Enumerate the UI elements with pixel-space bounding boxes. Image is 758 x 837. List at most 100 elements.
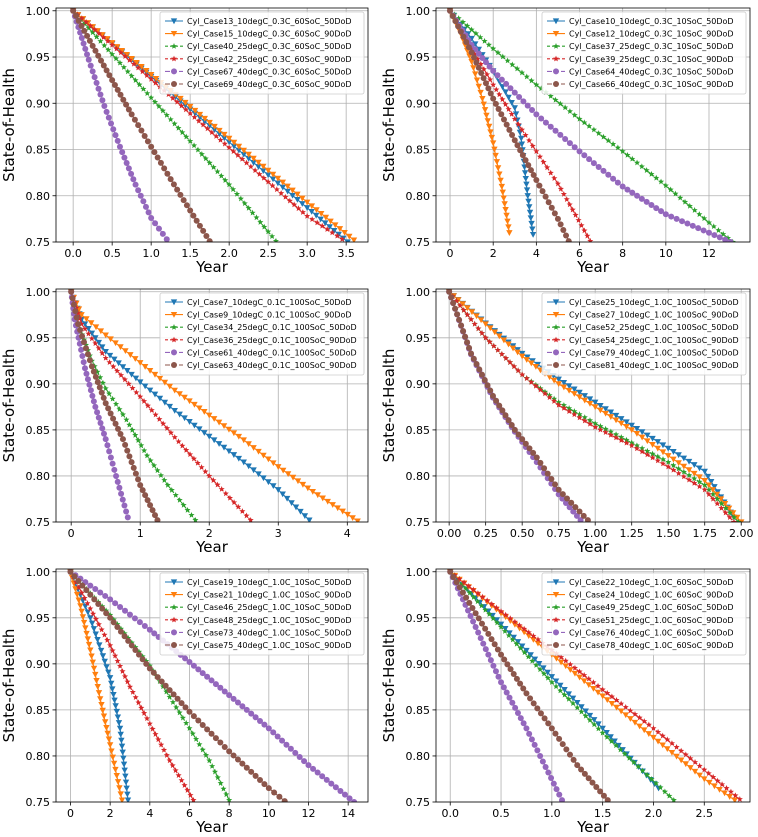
data-point [471,50,478,57]
data-point [255,448,262,455]
data-point [84,636,92,643]
data-point [592,423,599,430]
data-point [714,500,721,507]
data-point [552,730,559,737]
data-point [560,402,567,408]
data-point [586,122,593,129]
x-tick-label: 3.0 [298,247,316,260]
data-point [208,677,215,684]
data-point [303,199,311,206]
data-point [198,464,205,470]
legend: Cyl_Case22_10degC_1.0C_60SoC_50DoDCyl_Ca… [541,572,747,656]
data-point [105,405,112,412]
data-point [534,636,542,643]
data-point [481,376,488,383]
data-point [100,713,108,720]
data-point [137,379,144,386]
data-point [146,626,153,633]
data-point [183,719,190,726]
data-point [230,695,237,702]
x-tick-label: 2.5 [696,807,714,820]
data-point [658,178,665,185]
data-point [92,47,99,54]
data-point [141,709,148,716]
data-point [230,186,237,192]
data-point [618,416,625,422]
x-tick-label: 1.75 [692,527,717,540]
y-tick-label: 0.75 [406,236,431,249]
data-point [723,784,730,791]
data-point [546,394,553,401]
data-point [156,395,164,402]
x-tick-label: 2.0 [645,807,663,820]
data-point [705,770,712,777]
data-point [567,667,574,673]
data-point [607,431,614,438]
x-tick-label: 3 [275,527,282,540]
data-point [479,54,486,61]
data-point [326,224,333,230]
data-point [261,781,268,788]
data-point [221,743,228,750]
data-point [617,746,624,753]
data-point [210,477,217,483]
data-point [486,63,493,70]
data-point [225,135,233,142]
data-point [99,344,106,351]
data-point [85,326,92,332]
data-point [471,320,478,327]
x-tick-label: 0 [447,247,454,260]
data-point [675,460,682,466]
data-point [87,647,94,654]
data-point [255,164,262,170]
legend-label: Cyl_Case64_40degC_0.3C_10SoC_50DoD [569,67,734,76]
data-point [710,495,717,502]
data-point [673,753,680,760]
data-point [714,495,721,502]
data-point [210,164,217,170]
data-point [119,496,126,503]
data-point [188,511,195,518]
data-point [152,512,159,519]
data-point [117,91,124,98]
data-point [708,478,715,485]
data-point [149,725,156,732]
data-point [97,419,104,426]
data-point [101,42,108,49]
data-point [132,694,139,700]
data-point [523,725,530,732]
data-point [124,791,131,798]
data-point [530,636,537,643]
data-point [82,603,89,610]
data-point [200,121,207,128]
data-point [599,686,606,693]
data-point [85,56,92,63]
data-point [509,636,516,643]
data-point [701,215,708,222]
data-point [562,657,569,664]
data-point [500,195,507,202]
data-point [490,81,497,88]
data-point [95,690,103,696]
data-point [110,126,117,133]
data-point [81,321,89,328]
data-point [245,204,252,211]
data-point [104,636,111,643]
data-point [524,102,531,109]
data-point [477,89,484,96]
y-axis-label: State-of-Health [380,68,398,182]
data-point [544,470,551,477]
data-point [521,625,528,632]
data-point [668,213,675,220]
data-point [576,508,583,515]
data-point [542,764,549,771]
data-point [619,183,626,190]
data-point [607,734,614,741]
data-point [518,69,526,76]
data-point [578,766,585,773]
data-point [556,791,563,798]
data-point [250,160,257,166]
data-point [139,487,146,494]
data-point [518,135,525,142]
data-point [191,422,198,429]
